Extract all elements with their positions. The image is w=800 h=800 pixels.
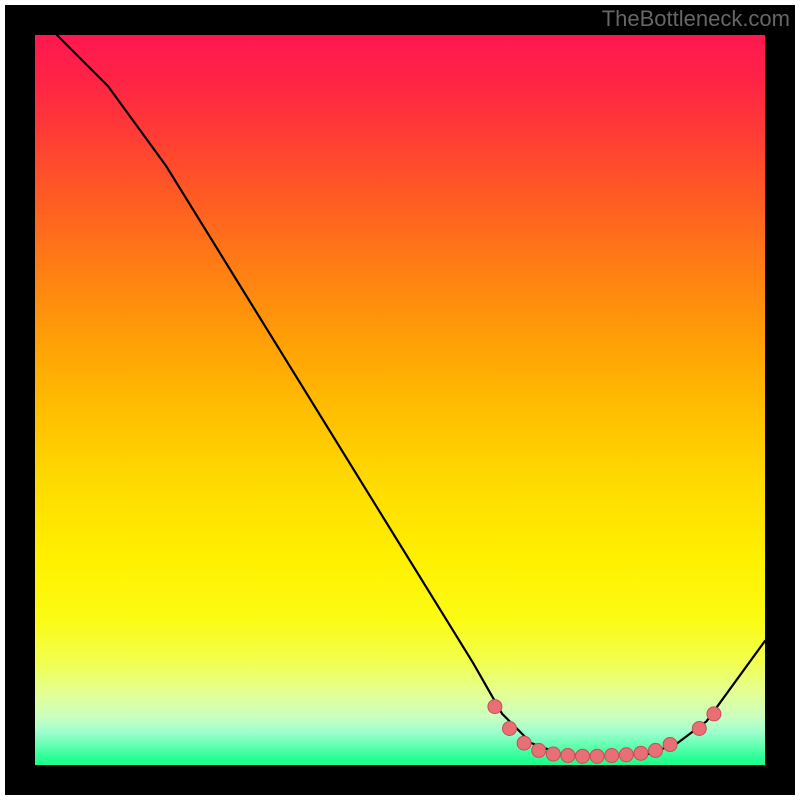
watermark-text: TheBottleneck.com (602, 6, 790, 32)
marker-point (546, 747, 560, 761)
marker-point (692, 722, 706, 736)
marker-point (503, 722, 517, 736)
marker-point (649, 743, 663, 757)
chart-background (35, 35, 765, 765)
bottleneck-chart (0, 0, 800, 800)
marker-point (561, 749, 575, 763)
chart-container: TheBottleneck.com (0, 0, 800, 800)
marker-point (488, 700, 502, 714)
marker-point (663, 738, 677, 752)
marker-point (532, 743, 546, 757)
marker-point (605, 749, 619, 763)
marker-point (707, 707, 721, 721)
marker-point (619, 748, 633, 762)
marker-point (590, 749, 604, 763)
marker-point (576, 749, 590, 763)
marker-point (634, 746, 648, 760)
marker-point (517, 736, 531, 750)
